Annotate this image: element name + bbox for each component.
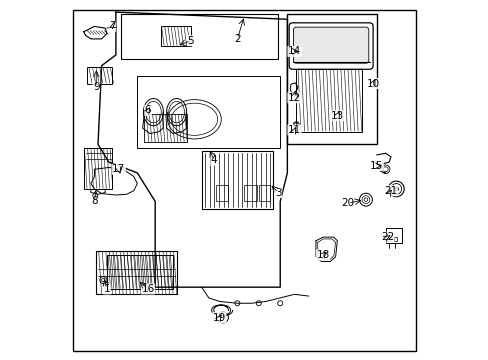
Text: 7: 7: [109, 21, 115, 31]
Bar: [144, 114, 187, 143]
Bar: [87, 67, 112, 84]
Bar: [216, 185, 228, 202]
Text: 10: 10: [366, 78, 379, 89]
Text: 19: 19: [212, 312, 225, 323]
Text: 18: 18: [316, 250, 329, 260]
Text: 6: 6: [144, 105, 151, 115]
Bar: [258, 185, 269, 202]
Text: 5: 5: [187, 36, 194, 46]
FancyBboxPatch shape: [293, 27, 368, 63]
Text: 9: 9: [93, 82, 100, 92]
Text: 22: 22: [380, 232, 393, 242]
Text: 11: 11: [287, 125, 301, 135]
Bar: [385, 228, 401, 243]
Text: 15: 15: [369, 161, 383, 171]
Bar: [244, 185, 257, 202]
FancyBboxPatch shape: [288, 23, 372, 69]
Bar: [201, 152, 272, 208]
Bar: [287, 14, 376, 144]
Text: 21: 21: [384, 186, 397, 196]
Text: 3: 3: [275, 188, 281, 198]
Text: 16: 16: [141, 284, 154, 294]
Text: 20: 20: [341, 198, 354, 208]
Bar: [83, 148, 112, 189]
Text: 2: 2: [234, 34, 240, 44]
Text: 8: 8: [91, 197, 98, 206]
Text: 1: 1: [103, 284, 110, 294]
Text: 4: 4: [210, 156, 217, 165]
Text: 17: 17: [112, 164, 125, 174]
Bar: [121, 14, 278, 59]
Bar: [107, 255, 173, 289]
Bar: [96, 251, 176, 294]
Ellipse shape: [393, 187, 398, 191]
Bar: [386, 237, 390, 241]
Text: 14: 14: [287, 46, 301, 57]
Bar: [160, 26, 190, 46]
Bar: [296, 69, 362, 132]
Bar: [393, 237, 397, 241]
Bar: [137, 76, 280, 148]
Text: 13: 13: [330, 111, 343, 121]
Text: 12: 12: [287, 93, 301, 103]
